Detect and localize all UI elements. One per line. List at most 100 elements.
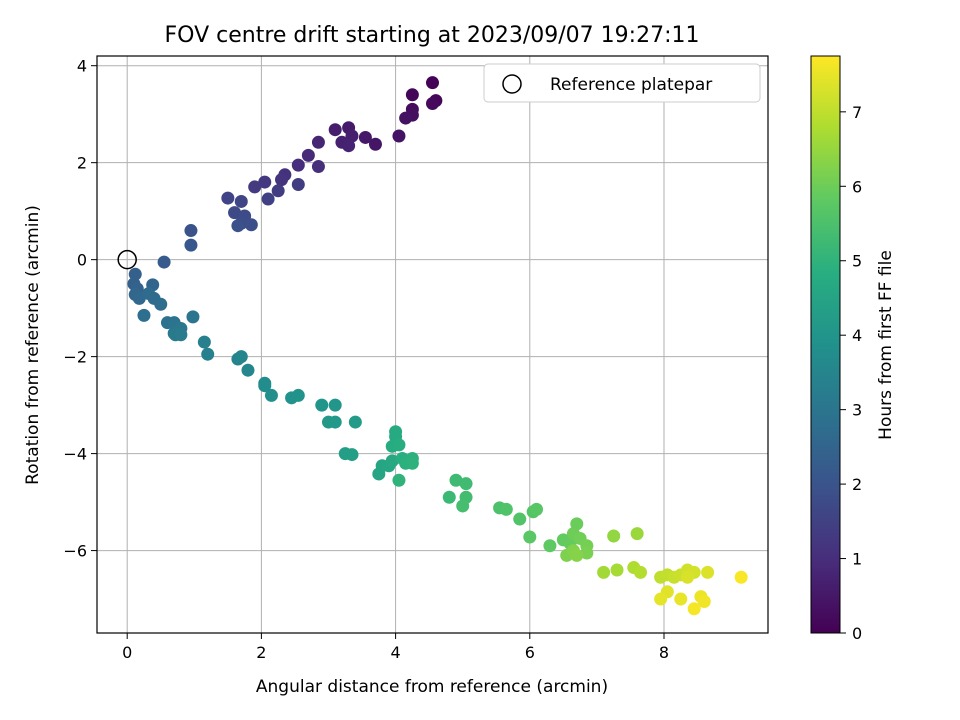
data-point	[345, 448, 359, 462]
data-point	[221, 191, 235, 205]
x-tick-label: 4	[391, 643, 401, 662]
data-point	[291, 388, 305, 402]
data-point	[449, 473, 463, 487]
colorbar-tick-label: 7	[852, 103, 862, 122]
data-point	[674, 592, 688, 606]
data-point	[291, 177, 305, 191]
data-point	[311, 135, 325, 149]
data-point	[634, 565, 648, 579]
data-point	[530, 502, 544, 516]
data-point	[459, 477, 473, 491]
data-point	[275, 173, 289, 187]
data-point	[734, 570, 748, 584]
data-point	[680, 570, 694, 584]
data-point	[654, 592, 668, 606]
data-point	[580, 546, 594, 560]
data-point	[328, 398, 342, 412]
data-point	[358, 130, 372, 144]
colorbar-ticks: 0 1 2 3 4 5 6 7	[840, 103, 862, 643]
y-tick-label: −4	[63, 445, 87, 464]
colorbar-tick-label: 5	[852, 252, 862, 271]
data-point	[523, 530, 537, 544]
data-point	[157, 255, 171, 269]
legend-marker-icon	[502, 74, 522, 94]
data-point	[128, 267, 142, 281]
y-tick-label: 4	[77, 57, 87, 76]
data-point	[607, 529, 621, 543]
legend-box	[483, 63, 761, 103]
y-tick-label: −6	[63, 542, 87, 561]
data-point	[348, 415, 362, 429]
colorbar-tick-label: 3	[852, 401, 862, 420]
data-point	[228, 206, 242, 220]
data-point	[258, 175, 272, 189]
colorbar-tick-label: 2	[852, 475, 862, 494]
data-point	[328, 415, 342, 429]
colorbar-label: Hours from first FF file	[876, 250, 896, 440]
data-point	[234, 350, 248, 364]
data-point	[186, 310, 200, 324]
legend-entry-reference-platepar: Reference platepar	[550, 75, 712, 95]
data-point	[392, 129, 406, 143]
x-axis-label: Angular distance from reference (arcmin)	[256, 677, 608, 697]
y-axis-label: Rotation from reference (arcmin)	[23, 205, 43, 485]
data-point	[499, 502, 513, 516]
data-point	[154, 297, 168, 311]
colorbar-tick-label: 6	[852, 177, 862, 196]
data-point	[543, 539, 557, 553]
data-point	[630, 527, 644, 541]
data-point	[342, 139, 356, 153]
data-point	[142, 287, 156, 301]
data-point	[405, 456, 419, 470]
x-tick-label: 6	[525, 643, 535, 662]
data-point	[291, 158, 305, 172]
colorbar-tick-label: 0	[852, 624, 862, 643]
data-point	[201, 347, 215, 361]
reference-platepar-marker	[117, 249, 137, 270]
data-point	[392, 438, 406, 452]
data-point	[513, 512, 527, 526]
data-point	[392, 473, 406, 487]
y-tick-label: 2	[77, 154, 87, 173]
data-point	[610, 563, 624, 577]
data-point	[271, 184, 285, 198]
data-point	[385, 454, 399, 468]
data-point	[697, 594, 711, 608]
data-point	[442, 490, 456, 504]
data-point	[405, 88, 419, 102]
data-point	[197, 335, 211, 349]
chart-title: FOV centre drift starting at 2023/09/07 …	[165, 23, 700, 48]
data-point	[456, 499, 470, 513]
data-point	[244, 218, 258, 232]
data-point	[248, 180, 262, 194]
colorbar-tick-label: 4	[852, 326, 862, 345]
data-point	[368, 137, 382, 151]
data-point	[687, 602, 701, 616]
data-point	[258, 379, 272, 393]
data-point	[597, 565, 611, 579]
data-point	[264, 388, 278, 402]
data-point	[426, 76, 439, 90]
grid-lines	[97, 56, 768, 633]
data-point	[241, 363, 255, 377]
y-tick-label: 0	[77, 251, 87, 270]
data-point	[184, 224, 198, 238]
y-tick-label: −2	[63, 348, 87, 367]
data-point	[174, 328, 188, 342]
data-point	[328, 123, 342, 137]
data-point	[234, 194, 248, 208]
data-point	[399, 111, 413, 125]
colorbar-tick-label: 1	[852, 550, 862, 569]
data-point	[301, 148, 315, 162]
data-point	[570, 548, 584, 562]
data-point	[137, 308, 151, 322]
data-point	[261, 192, 275, 206]
x-tick-label: 2	[256, 643, 266, 662]
y-axis-ticks: −6 −4 −2 0 2 4	[63, 57, 97, 561]
x-tick-label: 0	[122, 643, 132, 662]
data-point	[315, 398, 329, 412]
data-point	[701, 565, 715, 579]
x-axis-ticks: 0 2 4 6 8	[122, 633, 669, 662]
colorbar	[810, 55, 841, 634]
